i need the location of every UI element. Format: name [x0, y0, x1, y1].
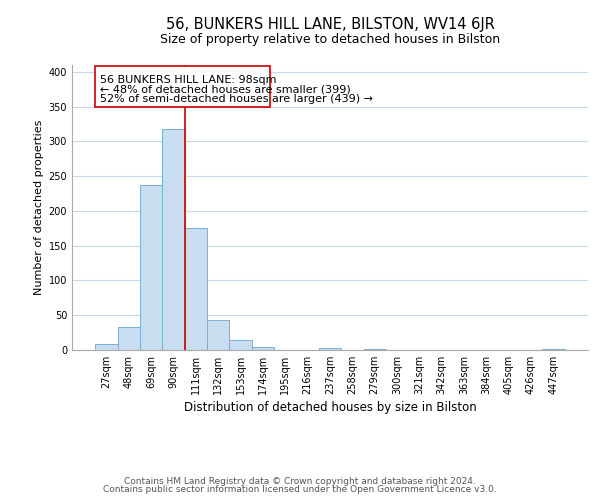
Bar: [207, 320, 229, 350]
Bar: [163, 129, 185, 350]
Bar: [319, 348, 341, 350]
Y-axis label: Number of detached properties: Number of detached properties: [34, 120, 44, 295]
Bar: [542, 348, 565, 350]
Text: ← 48% of detached houses are smaller (399): ← 48% of detached houses are smaller (39…: [100, 84, 350, 94]
Text: 52% of semi-detached houses are larger (439) →: 52% of semi-detached houses are larger (…: [100, 94, 373, 104]
Bar: [229, 340, 252, 350]
Text: Contains public sector information licensed under the Open Government Licence v3: Contains public sector information licen…: [103, 485, 497, 494]
FancyBboxPatch shape: [95, 66, 269, 106]
Text: Contains HM Land Registry data © Crown copyright and database right 2024.: Contains HM Land Registry data © Crown c…: [124, 477, 476, 486]
Bar: [140, 184, 163, 350]
Bar: [95, 344, 118, 350]
X-axis label: Distribution of detached houses by size in Bilston: Distribution of detached houses by size …: [184, 401, 476, 414]
Bar: [185, 228, 207, 350]
Bar: [118, 327, 140, 350]
Text: 56, BUNKERS HILL LANE, BILSTON, WV14 6JR: 56, BUNKERS HILL LANE, BILSTON, WV14 6JR: [166, 18, 494, 32]
Bar: [252, 346, 274, 350]
Text: 56 BUNKERS HILL LANE: 98sqm: 56 BUNKERS HILL LANE: 98sqm: [100, 74, 277, 85]
Text: Size of property relative to detached houses in Bilston: Size of property relative to detached ho…: [160, 32, 500, 46]
